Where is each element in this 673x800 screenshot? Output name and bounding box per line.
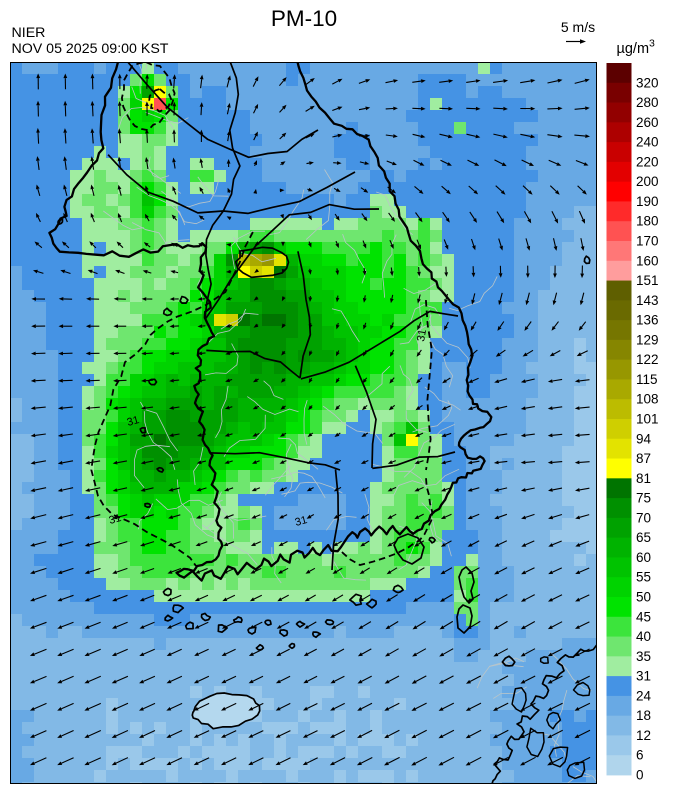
svg-text:200: 200 <box>636 174 659 189</box>
svg-text:NOV 05 2025 09:00 KST: NOV 05 2025 09:00 KST <box>12 41 169 57</box>
svg-text:190: 190 <box>636 194 659 209</box>
svg-text:101: 101 <box>636 412 659 427</box>
svg-text:NIER: NIER <box>12 25 46 41</box>
svg-text:143: 143 <box>636 293 659 308</box>
svg-text:129: 129 <box>636 332 659 347</box>
svg-text:260: 260 <box>636 115 659 130</box>
svg-text:151: 151 <box>636 273 659 288</box>
svg-text:31: 31 <box>636 669 651 684</box>
svg-text:70: 70 <box>636 510 651 525</box>
svg-text:45: 45 <box>636 609 651 624</box>
svg-text:136: 136 <box>636 313 659 328</box>
svg-text:280: 280 <box>636 95 659 110</box>
svg-text:81: 81 <box>636 471 651 486</box>
svg-text:31: 31 <box>415 328 429 342</box>
svg-text:75: 75 <box>636 491 651 506</box>
svg-text:320: 320 <box>636 75 659 90</box>
svg-text:5 m/s: 5 m/s <box>561 19 595 35</box>
svg-text:24: 24 <box>636 688 652 703</box>
svg-text:65: 65 <box>636 530 651 545</box>
svg-text:31: 31 <box>126 414 141 429</box>
svg-text:18: 18 <box>636 708 651 723</box>
svg-text:160: 160 <box>636 253 659 268</box>
svg-text:122: 122 <box>636 352 659 367</box>
svg-text:35: 35 <box>636 649 651 664</box>
svg-text:60: 60 <box>636 550 651 565</box>
svg-text:µg/m3: µg/m3 <box>617 38 656 58</box>
svg-text:180: 180 <box>636 214 659 229</box>
svg-text:6: 6 <box>636 748 644 763</box>
svg-text:94: 94 <box>636 431 652 446</box>
svg-text:PM-10: PM-10 <box>271 6 337 31</box>
svg-text:108: 108 <box>636 392 659 407</box>
svg-text:240: 240 <box>636 135 659 150</box>
svg-text:31: 31 <box>294 514 309 529</box>
svg-text:31: 31 <box>108 512 123 527</box>
svg-text:55: 55 <box>636 570 651 585</box>
svg-text:170: 170 <box>636 234 659 249</box>
svg-text:0: 0 <box>636 768 644 783</box>
svg-text:220: 220 <box>636 154 659 169</box>
svg-text:50: 50 <box>636 590 651 605</box>
svg-text:12: 12 <box>636 728 651 743</box>
svg-text:40: 40 <box>636 629 651 644</box>
svg-text:115: 115 <box>636 372 658 387</box>
svg-text:87: 87 <box>636 451 651 466</box>
